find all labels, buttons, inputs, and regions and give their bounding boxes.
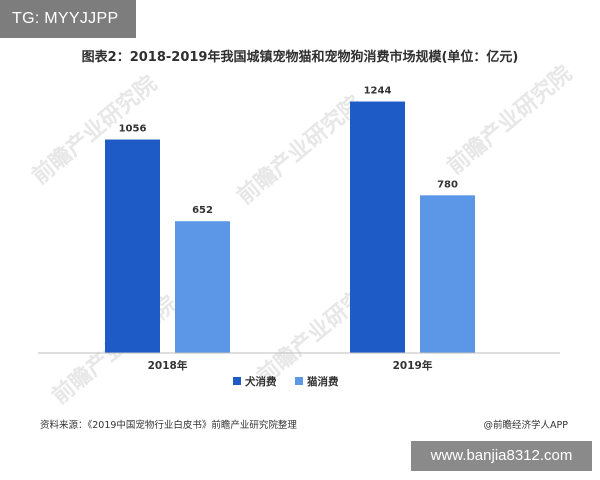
legend-label: 猫消费 (306, 375, 339, 388)
legend-label: 犬消费 (244, 375, 277, 388)
data-label: 780 (437, 179, 458, 190)
watermark-text: 前瞻产业研究院 (232, 91, 367, 210)
bar-cat-0 (175, 221, 230, 353)
bar-dog-1 (350, 101, 405, 353)
labels-layer: 1056 652 2018年 1244 780 2019年 (119, 86, 458, 372)
bar-dog-0 (105, 139, 160, 353)
bars-layer (105, 101, 475, 353)
data-label: 1056 (119, 124, 147, 135)
legend-swatch (295, 377, 303, 385)
data-label: 652 (192, 205, 213, 216)
watermark-text: 前瞻产业研究院 (442, 61, 577, 180)
data-label: 1244 (364, 86, 392, 97)
source-note: 资料来源：《2019中国宠物行业白皮书》前瞻产业研究院整理 (40, 420, 297, 431)
bar-cat-1 (420, 195, 475, 353)
channel-badge: TG: MYYJJPP (0, 0, 136, 38)
source-credit: @前瞻经济学人APP (483, 420, 568, 431)
x-tick-label: 2018年 (148, 359, 188, 372)
site-watermark-badge: www.banjia8312.com (411, 441, 592, 471)
chart-title: 图表2：2018-2019年我国城镇宠物猫和宠物狗消费市场规模(单位：亿元) (81, 50, 519, 65)
legend-swatch (233, 377, 241, 385)
x-tick-label: 2019年 (393, 359, 433, 372)
legend: 犬消费 猫消费 (233, 375, 339, 388)
